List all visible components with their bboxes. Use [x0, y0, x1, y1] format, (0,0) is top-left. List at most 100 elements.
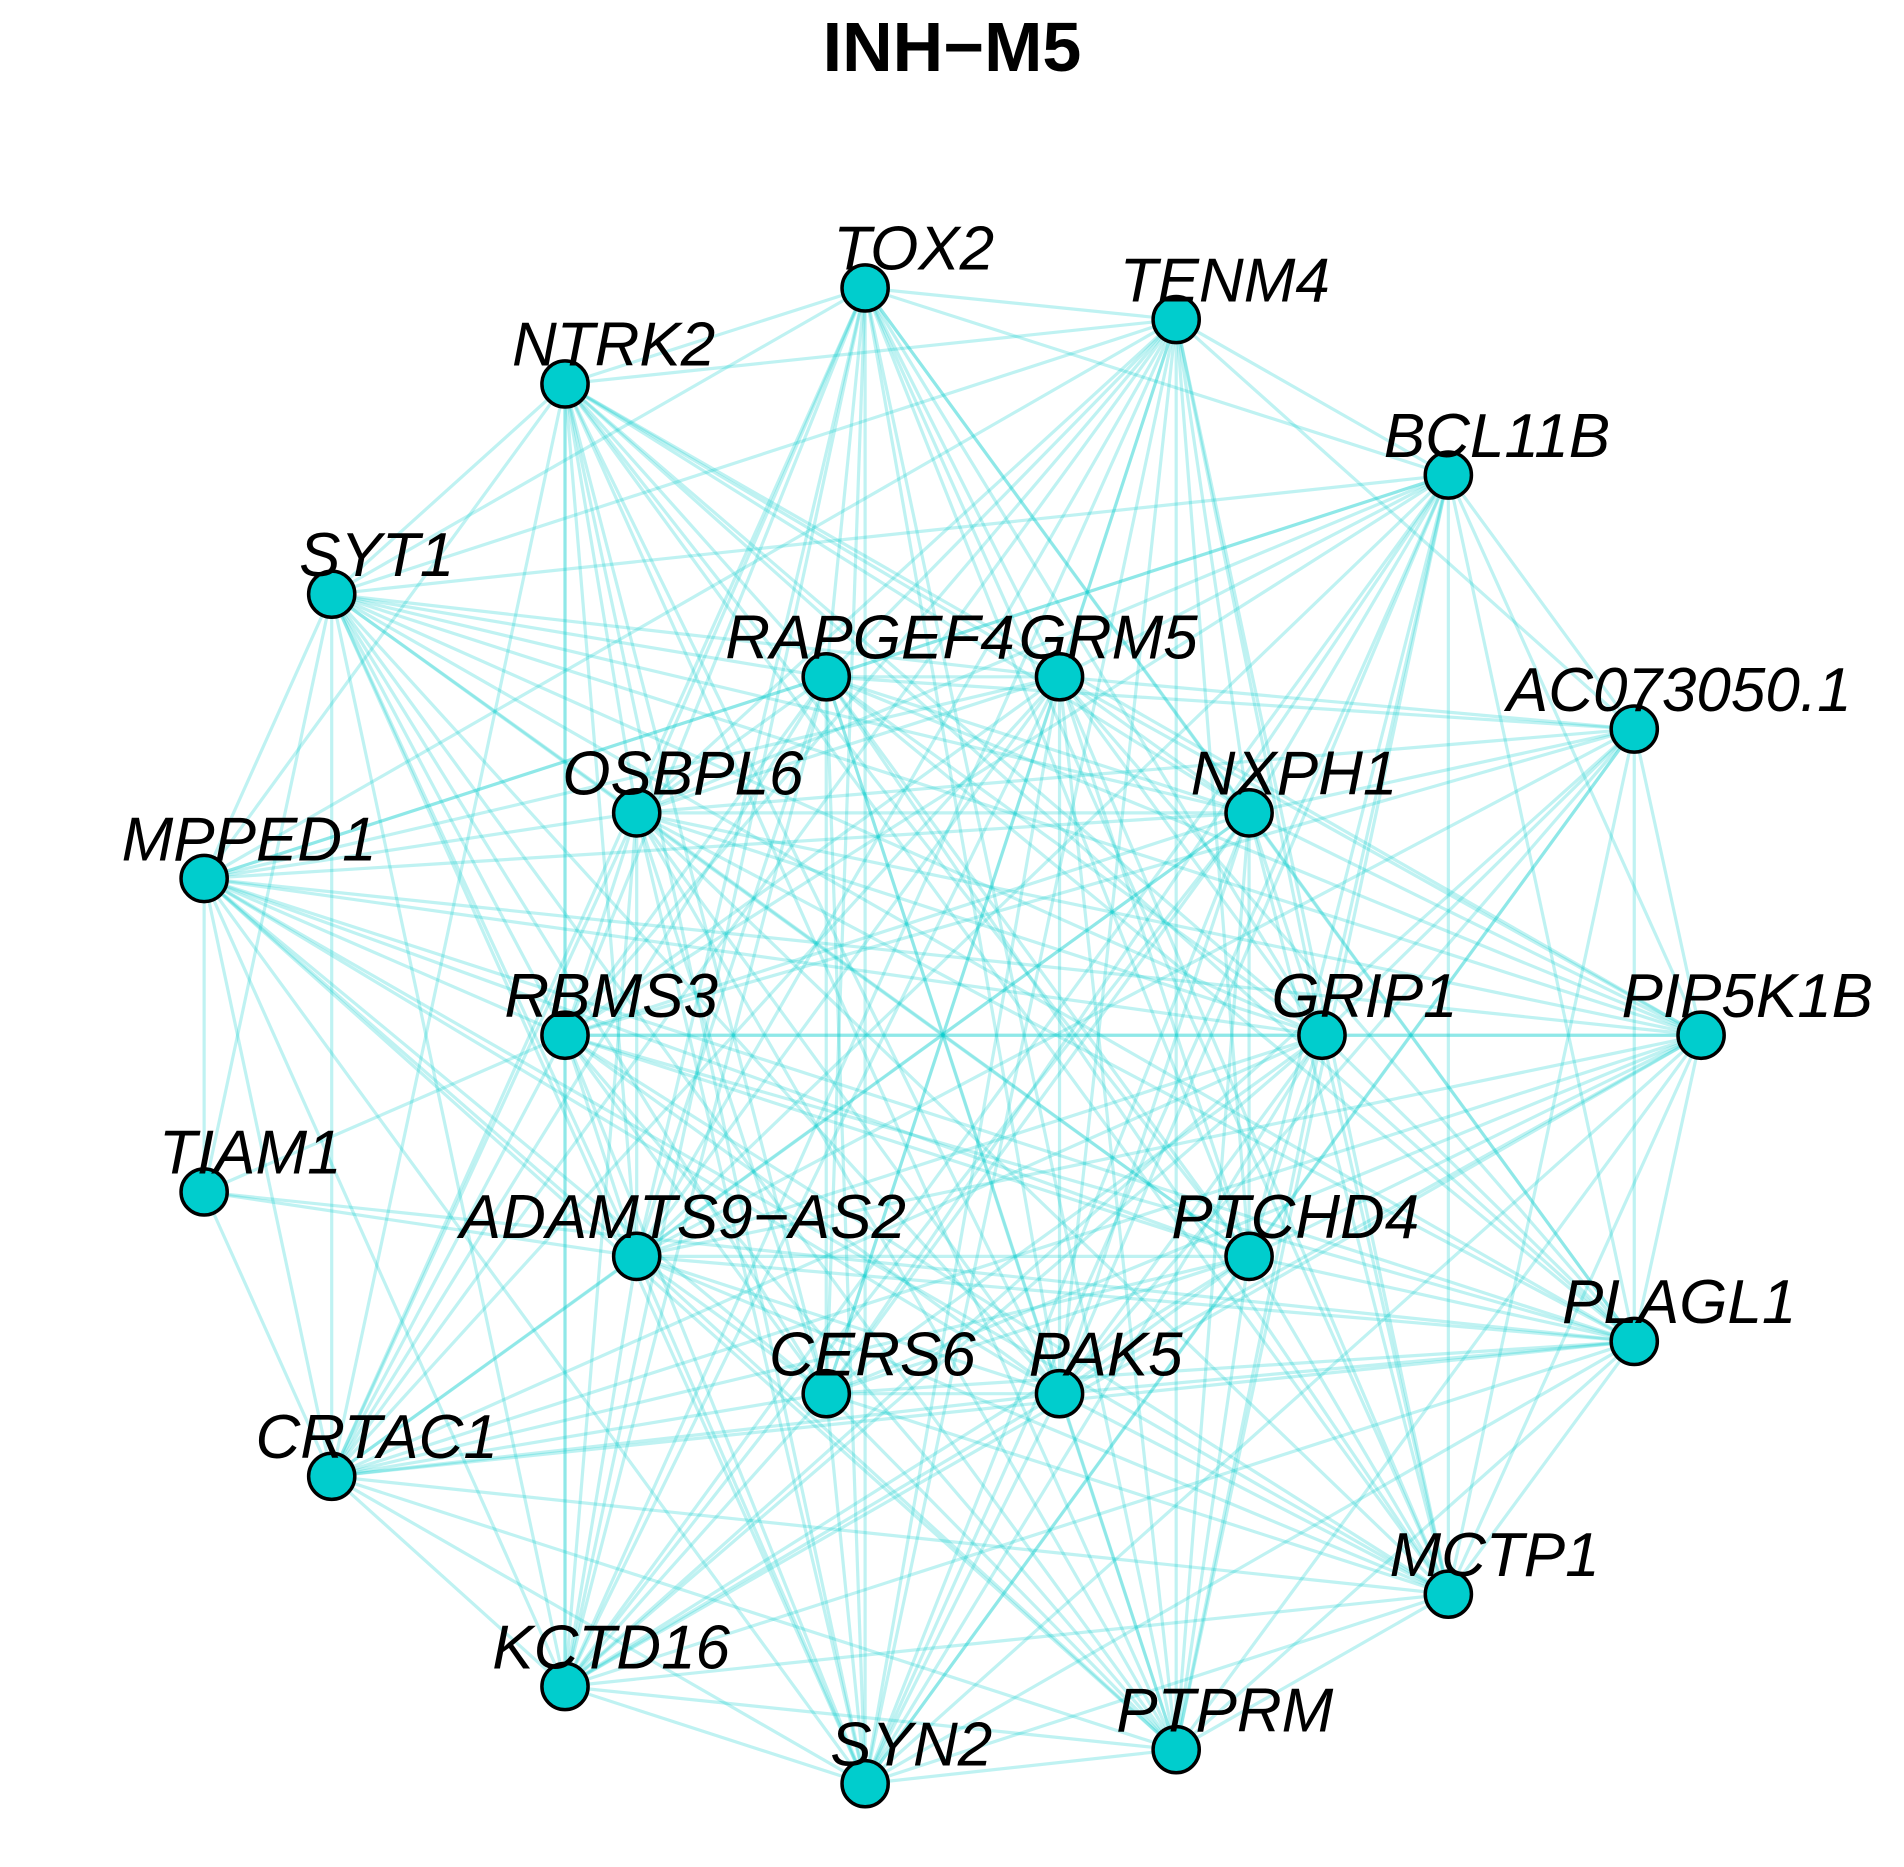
edge-mpped1-adamts9-as2: [203, 877, 638, 1258]
node-plagl1: [1609, 1316, 1660, 1367]
edge-grm5-ptprm: [1057, 676, 1178, 1750]
edge-rapgef4-adamts9-as2: [635, 676, 828, 1257]
node-label-mctp1: MCTP1: [1389, 1521, 1599, 1590]
edge-ntrk2-adamts9-as2: [563, 383, 639, 1257]
node-osbpl6: [611, 788, 662, 838]
edge-mpped1-syn2: [202, 877, 867, 1785]
edge-mpped1-cers6: [203, 877, 828, 1395]
edge-osbpl6-ptchd4: [635, 811, 1251, 1258]
edge-syt1-pip5k1b: [331, 592, 1702, 1037]
edge-grm5-syn2: [863, 676, 1062, 1784]
edge-syt1-grip1: [331, 592, 1323, 1037]
edge-grm5-plagl1: [1058, 675, 1636, 1343]
labels-layer: TOX2 TENM4 NTRK2 BCL11B SYT1 RAPGEF4 GRM5 AC073…: [122, 215, 1873, 1780]
edge-crtac1-ptprm: [331, 1474, 1177, 1752]
node-label-syn2: SYN2: [830, 1710, 992, 1779]
node-label-rbms3: RBMS3: [504, 962, 718, 1031]
edge-rapgef4-grip1: [825, 675, 1323, 1037]
edge-grip1-ptprm: [1174, 1034, 1324, 1751]
edge-rapgef4-pip5k1b: [825, 675, 1702, 1037]
edge-grm5-nxph1: [1058, 675, 1251, 815]
edge-grm5-mpped1: [203, 675, 1060, 881]
edge-nxph1-kctd16: [563, 811, 1251, 1688]
edge-syt1-grm5: [331, 592, 1060, 679]
edge-nxph1-pak5: [1058, 812, 1251, 1395]
edge-crtac1-syn2: [330, 1474, 866, 1786]
edge-ntrk2-rapgef4: [563, 382, 828, 678]
edge-osbpl6-cers6: [635, 812, 828, 1395]
edge-ptchd4-syn2: [863, 1255, 1251, 1785]
edge-pip5k1b-syn2: [864, 1034, 1703, 1785]
edge-mpped1-rbms3: [203, 877, 566, 1037]
node-label-nxph1: NXPH1: [1191, 740, 1398, 809]
edge-tox2-rapgef4: [824, 287, 867, 677]
edge-adamts9-as2-crtac1: [330, 1255, 638, 1478]
edge-rapgef4-ptprm: [824, 676, 1178, 1751]
edge-syt1-osbpl6: [330, 592, 638, 815]
edge-ntrk2-cers6: [563, 383, 828, 1395]
edge-tox2-syt1: [330, 286, 866, 596]
edge-syt1-kctd16: [330, 593, 567, 1687]
edge-rbms3-ptprm: [563, 1034, 1178, 1751]
edge-mpped1-mctp1: [203, 877, 1450, 1596]
edge-rapgef4-kctd16: [563, 676, 828, 1687]
node-syt1: [306, 569, 357, 620]
edge-osbpl6-crtac1: [330, 812, 639, 1477]
node-label-ptchd4: PTCHD4: [1171, 1183, 1419, 1252]
edge-pak5-mctp1: [1058, 1392, 1450, 1596]
edge-nxph1-rbms3: [564, 811, 1250, 1037]
node-label-ntrk2: NTRK2: [512, 311, 715, 380]
edge-tenm4-grip1: [1174, 319, 1324, 1036]
edge-grm5-pip5k1b: [1058, 675, 1702, 1037]
edge-adamts9-as2-plagl1: [636, 1254, 1635, 1344]
edge-mctp1-syn2: [864, 1592, 1449, 1786]
edge-cers6-mctp1: [825, 1392, 1449, 1596]
edge-ac073050.1-nxph1: [1248, 727, 1635, 815]
edge-rapgef4-ptchd4: [824, 675, 1251, 1258]
edge-rbms3-plagl1: [564, 1033, 1635, 1343]
edge-ntrk2-plagl1: [563, 382, 1636, 1343]
edge-bcl11b-rapgef4: [825, 473, 1449, 679]
edge-ntrk2-mctp1: [563, 383, 1450, 1596]
node-label-pip5k1b: PIP5K1B: [1621, 962, 1873, 1031]
edge-adamts9-as2-kctd16: [563, 1256, 639, 1687]
edge-tox2-ntrk2: [564, 286, 866, 386]
edge-bcl11b-ptprm: [1174, 474, 1450, 1751]
edge-bcl11b-grip1: [1320, 474, 1450, 1036]
edge-cers6-crtac1: [331, 1392, 827, 1478]
edge-grip1-cers6: [825, 1033, 1323, 1395]
edge-ptchd4-ptprm: [1174, 1256, 1251, 1750]
edge-tox2-pak5: [863, 287, 1062, 1394]
edge-tox2-grm5: [863, 287, 1061, 678]
edge-plagl1-syn2: [864, 1340, 1636, 1786]
edge-ntrk2-ptprm: [563, 383, 1178, 1751]
edge-ntrk2-crtac1: [330, 383, 567, 1477]
edge-crtac1-mctp1: [331, 1474, 1449, 1596]
edge-bcl11b-kctd16: [563, 474, 1450, 1688]
edge-plagl1-ptprm: [1175, 1340, 1636, 1751]
edge-adamts9-as2-cers6: [635, 1255, 828, 1395]
edge-tox2-ptchd4: [863, 287, 1251, 1257]
edge-tox2-ptprm: [863, 287, 1178, 1751]
edge-tenm4-rbms3: [563, 318, 1178, 1037]
edge-osbpl6-pip5k1b: [636, 811, 1702, 1037]
node-rbms3: [540, 1010, 590, 1061]
edge-grm5-ac073050.1: [1059, 675, 1635, 731]
edge-syt1-rbms3: [330, 593, 567, 1036]
edge-rapgef4-rbms3: [563, 675, 828, 1037]
node-label-plagl1: PLAGL1: [1562, 1268, 1796, 1337]
edge-mpped1-ptprm: [203, 877, 1178, 1751]
page-title: INH−M5: [822, 8, 1082, 86]
edge-tiam1-adamts9-as2: [203, 1190, 637, 1258]
edge-ptchd4-cers6: [825, 1254, 1250, 1396]
edge-rbms3-mctp1: [564, 1033, 1450, 1596]
edge-rapgef4-pak5: [824, 676, 1062, 1395]
edge-plagl1-cers6: [826, 1339, 1635, 1396]
edge-grm5-osbpl6: [636, 675, 1061, 815]
edge-ntrk2-grip1: [563, 382, 1324, 1037]
node-label-tox2: TOX2: [833, 215, 994, 284]
edge-tenm4-adamts9-as2: [635, 318, 1178, 1258]
edge-nxph1-pip5k1b: [1248, 811, 1702, 1037]
node-pip5k1b: [1676, 1010, 1726, 1061]
edge-syt1-ptchd4: [330, 592, 1251, 1258]
